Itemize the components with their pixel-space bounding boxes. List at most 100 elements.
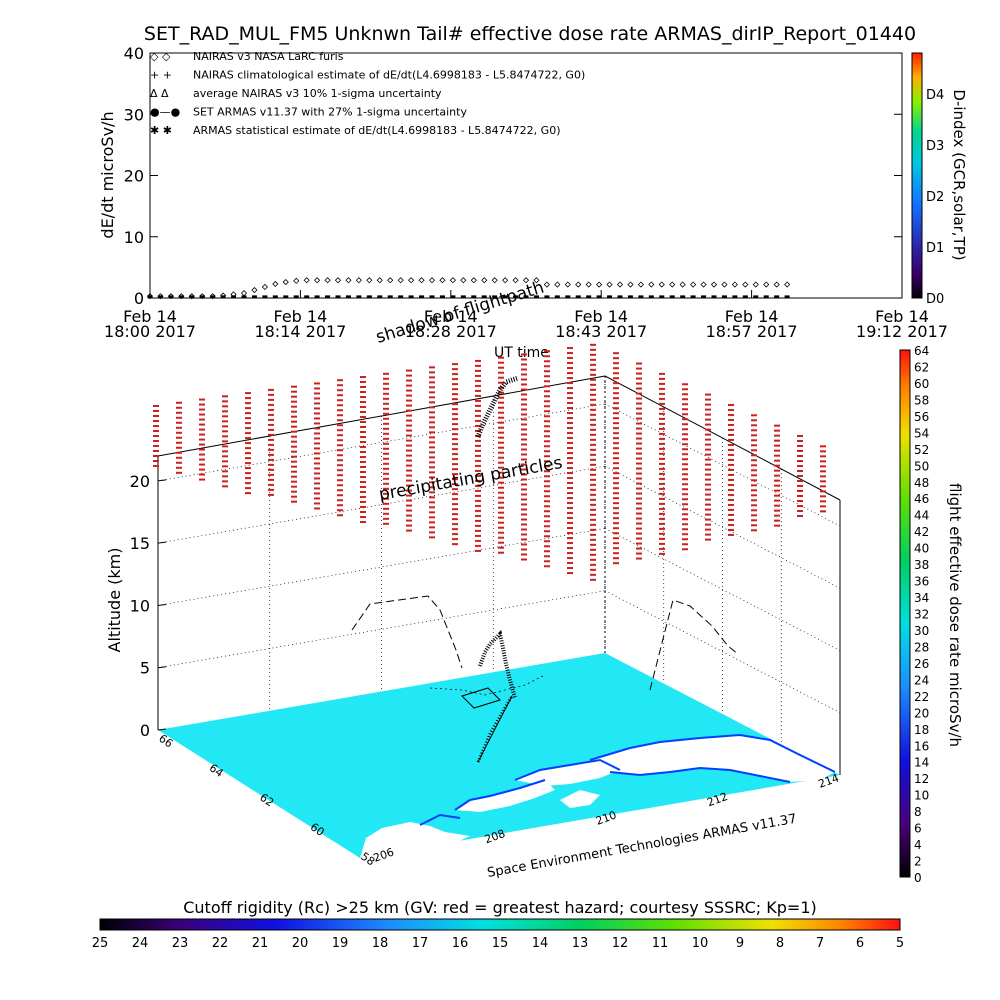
particle-mark (429, 421, 435, 424)
particle-mark (797, 470, 803, 472)
top-x-tick-time: 19:12 2017 (856, 322, 948, 341)
armas-point (408, 295, 414, 299)
particle-mark (498, 426, 504, 429)
particle-mark (544, 480, 550, 483)
particle-mark (567, 572, 573, 575)
dose-rate-tick-label: 56 (914, 410, 929, 424)
particle-mark (360, 441, 366, 444)
particle-mark (337, 464, 343, 467)
particle-mark (360, 406, 366, 409)
particle-mark (636, 477, 642, 480)
dose-rate-tick-label: 62 (914, 360, 929, 374)
particle-mark (314, 432, 320, 435)
cutoff-rigidity-tick-label: 19 (332, 936, 349, 951)
legend-symbol: Δ Δ (150, 87, 169, 100)
particle-mark (406, 444, 412, 447)
nairas-point (439, 277, 446, 284)
particle-mark (544, 365, 550, 368)
particle-mark (176, 466, 182, 469)
particle-mark (820, 445, 826, 448)
particle-mark (291, 385, 297, 388)
nairas-point (397, 277, 404, 284)
particle-mark (268, 443, 274, 446)
dose-rate-tick-label: 26 (914, 657, 929, 671)
top-legend: ◇ ◇ NAIRAS v3 NASA LaRC furis + + NAIRAS cl… (150, 50, 585, 137)
cutoff-rigidity-tick-label: 5 (896, 936, 904, 951)
particle-mark (590, 448, 596, 451)
particle-mark (314, 507, 320, 510)
particle-mark (820, 460, 826, 463)
particle-mark (245, 437, 251, 440)
particle-mark (567, 567, 573, 570)
particle-mark (659, 492, 665, 495)
particle-mark (268, 398, 274, 401)
particle-mark (337, 394, 343, 397)
particle-mark (705, 428, 711, 431)
particle-mark (705, 413, 711, 416)
nairas-point (428, 277, 436, 284)
particle-mark (406, 529, 412, 532)
particle-mark (682, 513, 688, 516)
particle-mark (360, 436, 366, 439)
particle-mark (360, 381, 366, 384)
land-masses (360, 735, 835, 858)
top-x-tick-time: 18:43 2017 (555, 322, 647, 341)
top-y-ticks: 0 10 20 30 40 (124, 44, 902, 308)
dose-rate-tick-label: 34 (914, 591, 929, 605)
particle-mark (314, 382, 320, 385)
particle-mark (176, 456, 182, 459)
particle-mark (498, 381, 504, 384)
particle-mark (659, 507, 665, 510)
nairas-point (627, 281, 634, 288)
particle-mark (245, 422, 251, 425)
particle-mark (590, 543, 596, 546)
particle-mark (682, 548, 688, 551)
particle-mark (383, 482, 389, 485)
particle-mark (337, 474, 343, 477)
armas-point (460, 295, 466, 299)
particle-mark (728, 468, 734, 471)
particle-mark (774, 444, 780, 447)
particle-column (475, 359, 481, 552)
particle-mark (544, 465, 550, 468)
particle-mark (636, 467, 642, 470)
particle-mark (797, 515, 803, 517)
particle-column (153, 405, 159, 467)
particle-mark (314, 442, 320, 445)
nairas-point (522, 277, 530, 284)
particle-mark (222, 435, 228, 438)
particle-mark (705, 398, 711, 401)
particle-mark (544, 350, 550, 353)
particle-column (659, 372, 665, 555)
particle-mark (383, 387, 389, 390)
nairas-point (355, 277, 362, 284)
particle-mark (659, 477, 665, 480)
particle-mark (475, 419, 481, 422)
particle-mark (383, 502, 389, 505)
particle-mark (544, 505, 550, 508)
particle-mark (728, 408, 734, 411)
particle-mark (337, 504, 343, 507)
particle-mark (751, 434, 757, 437)
particle-mark (245, 492, 251, 495)
particle-mark (774, 424, 780, 427)
top-x-tick-date: Feb 14 (875, 307, 929, 326)
nairas-point (314, 277, 321, 284)
particle-mark (268, 423, 274, 426)
particle-mark (337, 499, 343, 502)
particle-mark (659, 467, 665, 470)
armas-point (220, 295, 226, 299)
particle-mark (521, 468, 527, 471)
particle-mark (590, 573, 596, 576)
particle-mark (544, 405, 550, 408)
particle-mark (360, 386, 366, 389)
particle-mark (774, 479, 780, 482)
armas-point (492, 295, 498, 299)
particle-mark (452, 398, 458, 401)
particle-mark (291, 405, 297, 408)
particle-mark (636, 392, 642, 395)
particle-mark (590, 538, 596, 541)
particle-mark (705, 468, 711, 471)
particle-mark (452, 433, 458, 436)
